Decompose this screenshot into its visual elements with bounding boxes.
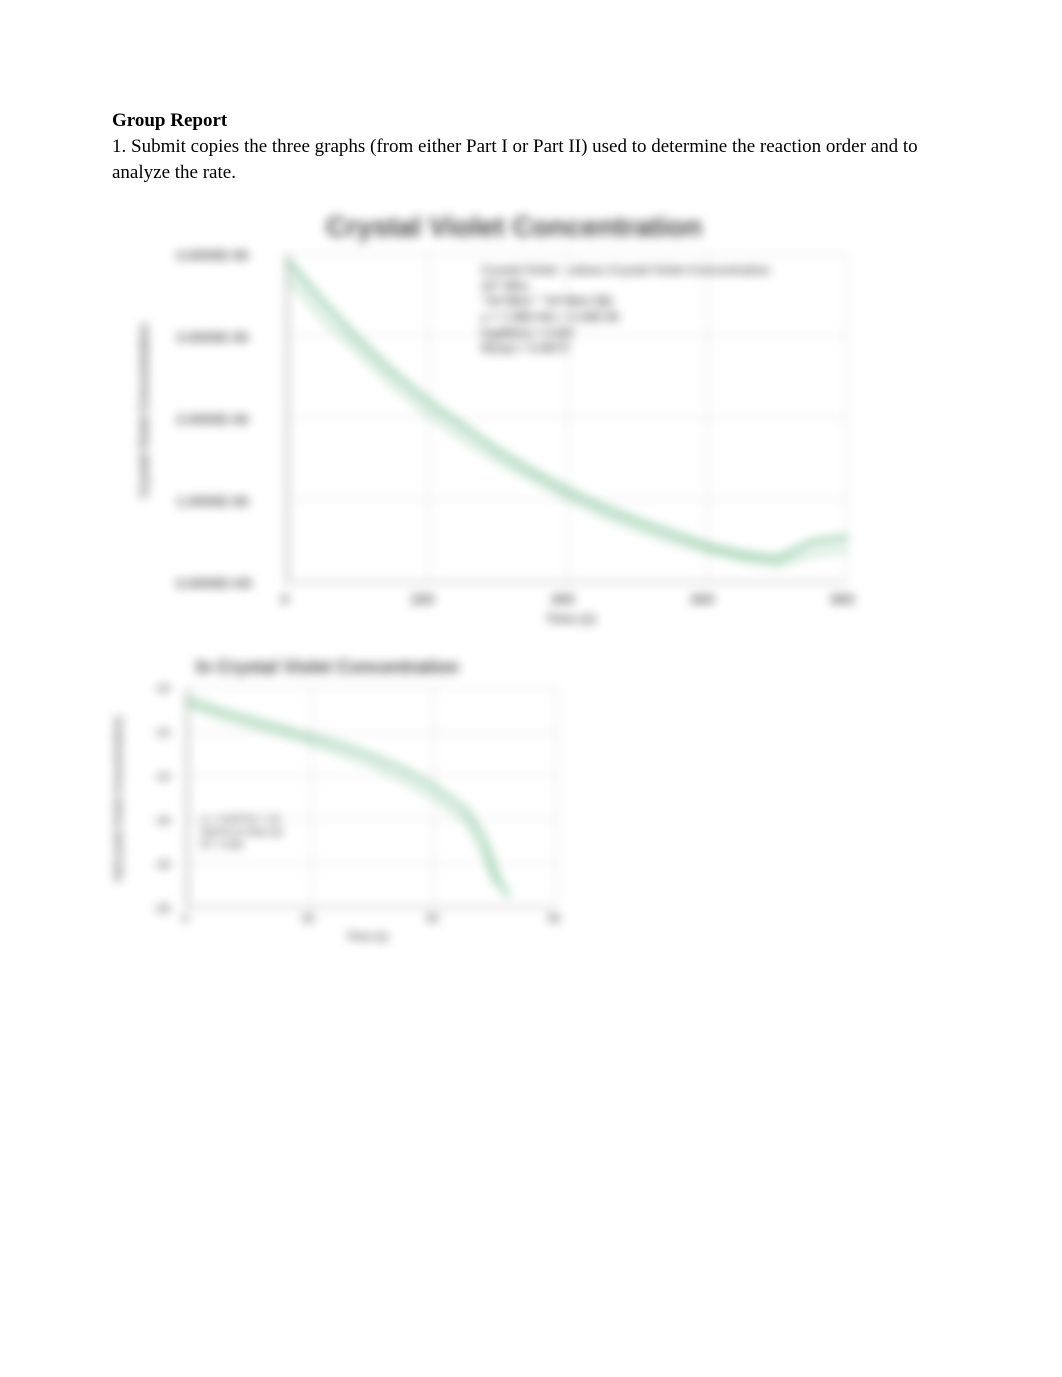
chart-1-legend: Crystal Violet - values Crystal Violet C…	[481, 263, 770, 357]
chart-1-title: Crystal Violet Concentration	[326, 211, 702, 243]
chart-1-ytick-2: 2.0000E-06	[176, 411, 248, 427]
chart-2-xtick-0: 0	[182, 913, 188, 925]
chart-2-legend-line-1: ln(CV) vs time (s)	[201, 826, 283, 839]
chart-1-xtick-4: 800	[831, 591, 854, 607]
chart-2-ytick-1: -18	[154, 859, 170, 871]
chart-1-legend-line-2: "10^M/m" "10^M/m"(B)	[481, 294, 770, 310]
chart-1-legend-line-1: 10^ M/m	[481, 279, 770, 295]
chart-2-plot-area	[186, 688, 556, 908]
chart-2-xtick-2: 40	[426, 913, 438, 925]
chart-2-legend-line-0: y = -0.0171x + 12	[201, 813, 283, 826]
chart-2-ylabel: ln(Crystal Violet Concentration)	[112, 717, 124, 882]
chart-1-ytick-1: 1.0000E-06	[176, 493, 248, 509]
chart-1-xtick-1: 200	[411, 591, 434, 607]
chart-1-xtick-2: 400	[551, 591, 574, 607]
chart-2-series-1	[188, 699, 509, 897]
chart-2-ytick-3: -14	[154, 771, 170, 783]
chart-1-legend-line-0: Crystal Violet - values Crystal Violet C…	[481, 263, 770, 279]
chart-1-ytick-4: 4.0000E-06	[176, 247, 248, 263]
chart-1-container: Crystal Violet Concentration Crystal Vio…	[116, 203, 950, 953]
chart-2: ln Crystal Violet Concentration ln(Cryst…	[116, 653, 566, 953]
chart-2-curves	[188, 688, 558, 908]
chart-2-xtick-3: 60	[548, 913, 560, 925]
chart-1-legend-line-3: y = 7.48E-04x + 0.40E-06	[481, 310, 770, 326]
report-heading: Group Report	[112, 110, 950, 132]
chart-2-xlabel: Time (s)	[346, 931, 388, 943]
chart-2-title: ln Crystal Violet Concentration	[196, 657, 459, 678]
chart-1-legend-line-4: log(M/m) + 0.097	[481, 326, 770, 342]
instruction-text: 1. Submit copies the three graphs (from …	[112, 134, 950, 185]
chart-1-xtick-3: 600	[691, 591, 714, 607]
chart-1-xtick-0: 0	[281, 591, 289, 607]
chart-2-ytick-2: -16	[154, 815, 170, 827]
chart-2-legend-line-2: R² = 0.99	[201, 839, 283, 852]
chart-2-xtick-1: 20	[302, 913, 314, 925]
chart-1-ylabel: Crystal Violet Concentration	[136, 323, 151, 498]
chart-2-legend: y = -0.0171x + 12 ln(CV) vs time (s) R² …	[201, 813, 283, 852]
chart-1: Crystal Violet Concentration Crystal Vio…	[116, 203, 856, 633]
chart-2-ytick-0: -20	[154, 903, 170, 915]
chart-2-ytick-5: -10	[154, 683, 170, 695]
chart-2-ytick-4: -12	[154, 727, 170, 739]
chart-1-ytick-3: 3.0000E-06	[176, 329, 248, 345]
chart-1-xlabel: Time (s)	[546, 611, 596, 626]
chart-1-ytick-0: 0.0000E+00	[176, 575, 252, 591]
chart-1-legend-line-5: R(sqr) = 0.967/7	[481, 341, 770, 357]
